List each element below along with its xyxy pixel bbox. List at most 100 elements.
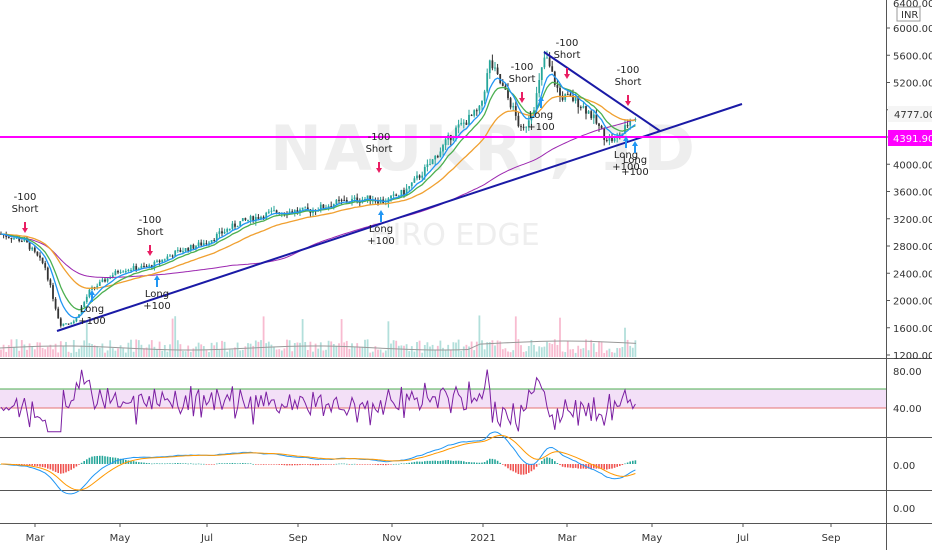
macd-histogram-bar [169,463,171,464]
candle-body [273,210,275,212]
short-arrowhead-icon [376,168,382,173]
volume-bar [111,348,114,357]
macd-histogram-bar [109,457,111,464]
macd-histogram-bar [234,463,236,464]
volume-bar [182,350,184,357]
macd-histogram-bar [262,464,265,465]
macd-histogram-bar [577,464,579,469]
macd-histogram-bar [179,463,182,464]
volume-bar [384,350,387,357]
volume-bar [335,345,338,357]
volume-bar [153,346,156,357]
candle-body [553,71,556,85]
candle-body [189,244,192,251]
macd-tick-0b: 0.00 [893,504,915,515]
macd-histogram-bar [210,464,213,465]
volume-bar [117,348,119,357]
price-tick-label: 4000.00 [893,160,932,171]
macd-histogram-bar [387,464,390,465]
macd-histogram-bar [148,463,150,464]
candle-body [491,60,494,69]
volume-bar [44,349,47,357]
rsi-tick-80: 80.00 [893,367,922,378]
candle-body [96,285,99,288]
volume-bar [195,346,197,357]
macd-histogram-bar [517,464,520,475]
trade-annotations: -100ShortLong+100-100ShortLong+100-100Sh… [12,38,649,327]
volume-bar [374,346,377,357]
macd-histogram-bar [356,464,358,465]
volume-bar [234,347,236,357]
macd-histogram-bar [335,463,338,465]
time-axis[interactable]: Mar May Jul Sep Nov 2021 Mar May Jul Sep [26,523,841,544]
long-arrowhead-icon [89,290,95,295]
volume-bar [91,344,93,357]
annotation-label: -100 [368,132,391,143]
volume-bar [23,344,26,357]
candle-body [244,218,247,220]
volume-bar [566,341,569,357]
volume-bar [499,341,502,357]
candle-body [572,95,574,101]
candle-body [20,241,23,243]
volume-bar [322,350,325,357]
candle-body [403,189,405,195]
macd-histogram-bar [327,464,330,465]
volume-bar [174,316,177,357]
volume-bar [473,350,476,357]
volume-bar [351,343,353,357]
annotation-label: +100 [78,316,105,327]
volume-bar [88,343,91,357]
volume-bar [150,340,153,357]
volume-bar [582,348,585,357]
macd-histogram-bar [195,463,197,465]
candle-body [436,156,439,158]
candle-body [132,266,135,270]
macd-histogram-bar [330,464,332,465]
volume-bar [187,345,190,357]
volume-bar [330,341,333,357]
volume-bar [481,340,483,357]
volume-bar [332,344,335,357]
volume-bar [605,350,608,357]
volume-bar [465,344,468,357]
volume-bar [579,348,582,357]
volume-bar [241,349,244,357]
macd-histogram-bar [426,460,429,464]
annotation-label: Long [623,155,647,166]
candle-body [166,256,169,260]
macd-histogram-bar [554,461,556,464]
volume-bar [54,343,57,357]
macd-histogram-bar [535,464,538,467]
candle-body [88,289,91,297]
annotation-label: +100 [612,162,639,173]
macd-histogram-bar [587,464,590,469]
macd-histogram-bar [559,464,561,466]
candle-body [44,263,47,268]
macd-histogram-bar [580,464,582,469]
volume-bar [26,349,28,357]
volume-bar [5,351,8,357]
volume-bar [548,342,551,357]
volume-bar [530,339,533,357]
volume-bar [109,340,112,357]
candle-body [546,57,548,59]
macd-histogram-bar [182,463,184,464]
macd-histogram-bar [447,459,449,464]
time-tick-label: Sep [289,533,308,544]
macd-histogram-bar [502,464,504,465]
price-axis[interactable]: 1200.00 1600.00 2000.00 2400.00 2800.00 3200.… [886,24,932,362]
macd-histogram-bar [119,458,122,464]
volume-bar [145,347,148,357]
macd-histogram-bar [166,463,169,464]
volume-bar [501,349,504,357]
macd-histogram-bar [138,462,140,464]
macd-histogram-bar [530,464,533,472]
candle-body [218,231,221,234]
candle-body [488,60,491,74]
volume-bar [504,348,507,357]
candle-body [163,259,166,261]
volume-bar [306,350,309,357]
currency-badge[interactable] [896,6,921,22]
